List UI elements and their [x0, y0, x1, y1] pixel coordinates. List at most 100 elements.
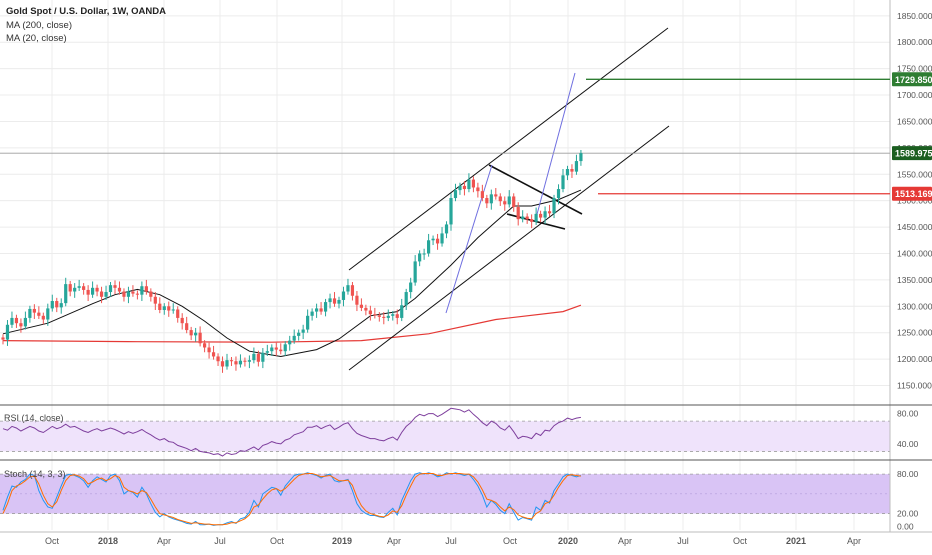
- candle-body: [395, 314, 399, 318]
- candle-body: [444, 224, 449, 234]
- candle-body: [55, 301, 59, 308]
- candle-body: [28, 308, 32, 318]
- time-tick-label: Oct: [503, 536, 518, 546]
- candle-body: [149, 291, 153, 297]
- candle-body: [306, 315, 310, 330]
- candle-body: [310, 311, 314, 316]
- candle-body: [247, 360, 251, 362]
- candle-body: [117, 287, 122, 292]
- candle-body: [41, 315, 45, 320]
- candle-body: [144, 286, 148, 292]
- candle-body: [404, 292, 408, 306]
- candle-body: [467, 179, 471, 190]
- candle-body: [153, 296, 157, 304]
- price-tag-label: 1589.975: [895, 149, 932, 159]
- candle-body: [332, 298, 337, 304]
- stoch-tick-label: 0.00: [897, 522, 914, 532]
- candle-body: [471, 179, 475, 188]
- price-tick-label: 1400.000: [897, 248, 932, 258]
- candle-body: [507, 196, 511, 205]
- candle-body: [82, 286, 86, 290]
- stoch-legend: Stoch (14, 3, 3): [4, 469, 66, 479]
- ma20-legend: MA (20, close): [6, 33, 67, 44]
- candle-body: [373, 314, 377, 316]
- candle-body: [297, 332, 301, 336]
- candle-body: [485, 198, 489, 204]
- triangle-upper-line: [488, 164, 583, 215]
- price-tag-label: 1513.169: [895, 189, 932, 199]
- candle-body: [400, 305, 404, 318]
- candle-body: [19, 323, 23, 327]
- time-tick-label: 2021: [786, 536, 806, 546]
- candle-body: [104, 292, 108, 297]
- stoch-k-line: [2, 472, 582, 526]
- candle-body: [252, 353, 256, 361]
- candle-body: [368, 310, 372, 315]
- indicator-bands: [0, 420, 890, 514]
- price-tick-label: 1550.000: [897, 169, 932, 179]
- candle-body: [449, 198, 453, 225]
- candle-body: [37, 312, 41, 316]
- candle-body: [167, 306, 171, 311]
- pane-separators: [0, 0, 932, 533]
- candle-body: [480, 191, 484, 199]
- candle-body: [229, 360, 234, 362]
- candle-body: [377, 315, 381, 317]
- moving-averages: [2, 189, 582, 358]
- candle-body: [261, 352, 265, 362]
- time-tick-label: Jul: [214, 536, 226, 546]
- candle-body: [216, 356, 220, 362]
- candle-body: [176, 309, 180, 318]
- ma200-legend: MA (200, close): [6, 20, 72, 31]
- candle-body: [337, 299, 341, 304]
- candle-body: [108, 285, 113, 293]
- time-tick-label: Apr: [157, 536, 171, 546]
- candle-body: [10, 317, 14, 325]
- price-tick-label: 1300.000: [897, 301, 932, 311]
- candle-body: [422, 253, 426, 255]
- chart-title: Gold Spot / U.S. Dollar, 1W, OANDA: [6, 6, 166, 17]
- time-tick-label: Oct: [733, 536, 748, 546]
- candle-body: [207, 347, 211, 353]
- price-tick-label: 1700.000: [897, 90, 932, 100]
- candle-body: [435, 238, 440, 244]
- price-axis[interactable]: 1850.000 1800.000 1750.000 1700.000 1650.000…: [897, 11, 932, 532]
- rsi-tick-label: 80.00: [897, 409, 919, 419]
- candle-body: [86, 289, 90, 295]
- time-axis[interactable]: Oct 2018 Apr Jul Oct 2019 Apr Jul Oct 2020 Apr Jul O…: [45, 536, 861, 546]
- candle-body: [68, 284, 72, 292]
- price-tick-label: 1250.000: [897, 328, 932, 338]
- price-tag: [892, 186, 932, 201]
- candle-body: [418, 253, 422, 262]
- blue-trend-line-2: [535, 72, 576, 219]
- candle-body: [46, 308, 50, 320]
- candle-body: [350, 285, 355, 296]
- time-tick-label: Oct: [270, 536, 285, 546]
- candle-body: [525, 216, 529, 220]
- candle-body: [158, 303, 162, 310]
- candle-body: [211, 352, 216, 357]
- candle-body: [494, 194, 498, 197]
- candle-body: [565, 168, 570, 176]
- rsi-tick-label: 40.00: [897, 439, 919, 449]
- candle-body: [225, 360, 229, 367]
- price-tags: 1729.850 1589.975 1513.169: [892, 72, 932, 201]
- candle-body: [131, 291, 135, 294]
- candle-body: [171, 309, 175, 311]
- candle-body: [476, 187, 480, 192]
- candle-body: [5, 324, 10, 340]
- blue-trend-line-1: [445, 164, 493, 314]
- price-tick-label: 1850.000: [897, 11, 932, 21]
- candle-body: [122, 291, 126, 297]
- candle-body: [574, 161, 579, 172]
- time-tick-label: Apr: [847, 536, 861, 546]
- stoch-series: [2, 472, 582, 526]
- candle-body: [364, 307, 368, 311]
- price-tag-label: 1729.850: [895, 75, 932, 85]
- candle-body: [539, 213, 543, 218]
- candle-body: [243, 360, 247, 362]
- candle-body: [579, 153, 583, 162]
- stoch-d-line: [2, 473, 581, 526]
